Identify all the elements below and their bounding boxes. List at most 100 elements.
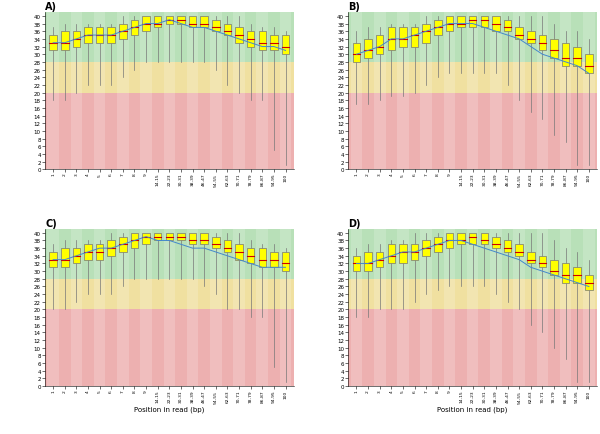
Bar xyxy=(119,24,127,40)
Bar xyxy=(515,28,523,40)
Bar xyxy=(421,230,432,386)
Bar xyxy=(96,245,103,260)
Bar xyxy=(177,233,185,241)
Bar xyxy=(189,17,196,28)
Bar xyxy=(350,230,362,386)
Bar xyxy=(154,17,161,28)
Bar xyxy=(574,268,581,283)
Bar xyxy=(481,233,488,245)
Bar xyxy=(164,230,175,386)
Bar xyxy=(446,233,453,249)
Bar xyxy=(411,28,418,47)
Bar xyxy=(117,13,128,170)
Bar xyxy=(282,253,289,272)
Bar xyxy=(247,32,254,47)
Bar xyxy=(187,230,199,386)
Bar xyxy=(259,249,266,268)
Bar xyxy=(585,55,593,74)
Bar xyxy=(154,233,161,241)
Bar xyxy=(411,245,418,260)
Bar xyxy=(259,32,266,51)
Bar xyxy=(585,275,593,291)
Bar xyxy=(49,253,57,268)
Bar xyxy=(256,230,268,386)
Bar xyxy=(421,13,432,170)
Bar xyxy=(349,230,597,279)
Bar xyxy=(536,230,548,386)
Bar xyxy=(142,17,150,32)
Bar xyxy=(233,13,245,170)
Bar xyxy=(224,24,231,36)
Bar xyxy=(353,256,360,272)
Bar xyxy=(210,13,221,170)
Bar xyxy=(443,13,455,170)
X-axis label: Position in read (bp): Position in read (bp) xyxy=(437,405,508,412)
Bar xyxy=(422,24,430,44)
Bar xyxy=(504,241,511,253)
Bar xyxy=(49,36,57,51)
Bar xyxy=(280,13,292,170)
Bar xyxy=(376,253,383,268)
Bar xyxy=(177,17,185,24)
Bar xyxy=(235,28,243,44)
Bar xyxy=(457,17,465,28)
Bar xyxy=(349,279,597,310)
Bar xyxy=(47,13,59,170)
Bar xyxy=(467,13,478,170)
Bar xyxy=(539,256,546,268)
Bar xyxy=(189,233,196,245)
Bar xyxy=(84,28,92,44)
Bar xyxy=(469,233,476,245)
Bar xyxy=(94,230,106,386)
Bar xyxy=(504,21,511,32)
Bar xyxy=(490,13,502,170)
Bar xyxy=(94,13,106,170)
Bar xyxy=(562,44,569,66)
Bar xyxy=(562,264,569,283)
Bar xyxy=(256,13,268,170)
Bar xyxy=(514,230,525,386)
Bar xyxy=(73,32,80,47)
Bar xyxy=(481,17,488,28)
Bar xyxy=(457,233,465,245)
Text: D): D) xyxy=(349,219,361,229)
Bar xyxy=(583,230,595,386)
Bar xyxy=(187,13,199,170)
Bar xyxy=(574,47,581,66)
Bar xyxy=(399,28,407,47)
Bar xyxy=(550,260,558,275)
Bar xyxy=(469,17,476,28)
Bar xyxy=(388,245,395,264)
Bar xyxy=(200,17,208,28)
Bar xyxy=(131,233,138,249)
Bar xyxy=(45,230,293,279)
Bar xyxy=(514,13,525,170)
Text: B): B) xyxy=(349,2,360,12)
Bar xyxy=(142,233,150,245)
Bar xyxy=(349,63,597,93)
Bar xyxy=(280,230,292,386)
Bar xyxy=(107,241,115,256)
Text: C): C) xyxy=(45,219,57,229)
Bar xyxy=(422,241,430,256)
Bar xyxy=(212,237,220,249)
Bar xyxy=(61,32,68,51)
Bar xyxy=(376,36,383,55)
Bar xyxy=(61,249,68,268)
Bar xyxy=(235,245,243,260)
Bar xyxy=(47,230,59,386)
Bar xyxy=(224,241,231,253)
Bar xyxy=(131,21,138,36)
Bar xyxy=(527,253,535,264)
Bar xyxy=(539,36,546,51)
Bar xyxy=(119,237,127,253)
Bar xyxy=(210,230,221,386)
X-axis label: Position in read (bp): Position in read (bp) xyxy=(134,405,205,412)
Bar xyxy=(45,279,293,310)
Bar xyxy=(166,233,173,241)
Bar xyxy=(434,21,442,36)
Bar xyxy=(560,230,571,386)
Bar xyxy=(45,93,293,170)
Bar xyxy=(45,13,293,63)
Bar xyxy=(233,230,245,386)
